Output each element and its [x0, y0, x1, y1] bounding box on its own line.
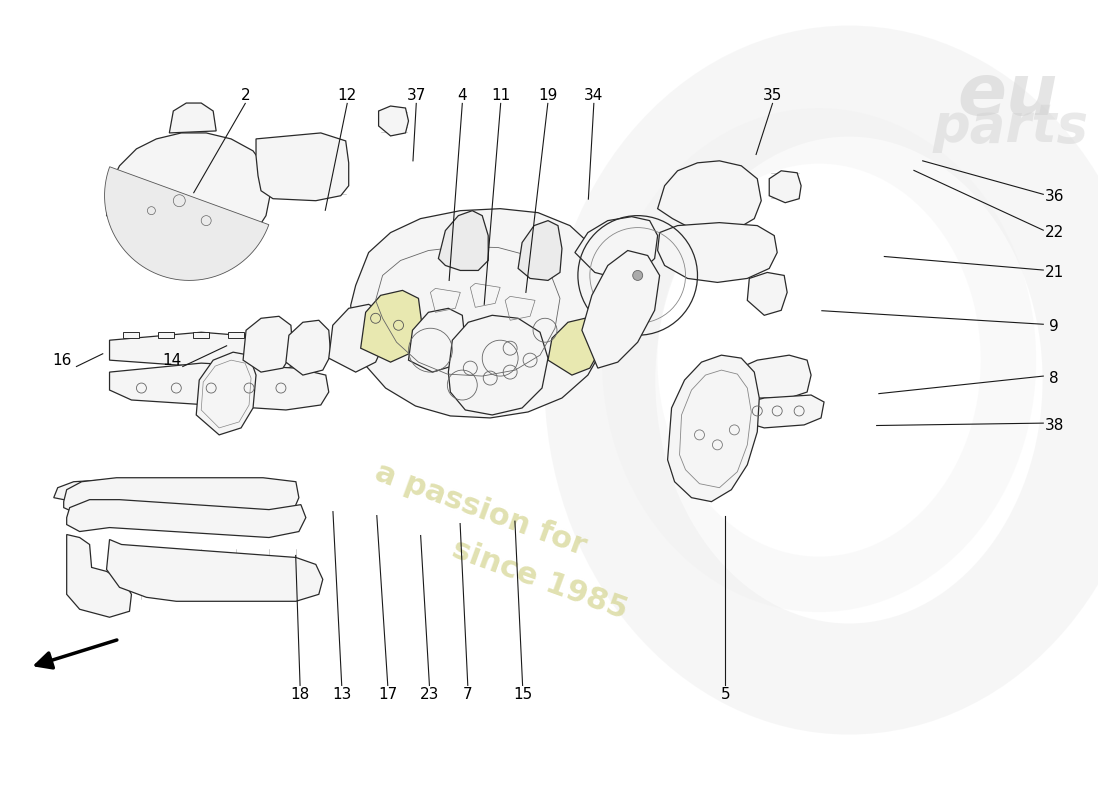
Text: 37: 37 — [407, 88, 426, 103]
Circle shape — [632, 270, 642, 281]
Polygon shape — [518, 221, 562, 281]
Text: 21: 21 — [1045, 265, 1064, 280]
Polygon shape — [169, 103, 217, 133]
Polygon shape — [256, 133, 349, 201]
Text: 11: 11 — [491, 88, 510, 103]
Polygon shape — [351, 209, 612, 418]
Polygon shape — [110, 332, 296, 372]
Polygon shape — [658, 222, 778, 282]
Polygon shape — [378, 106, 408, 136]
Polygon shape — [54, 480, 113, 502]
Polygon shape — [769, 170, 801, 202]
Text: since 1985: since 1985 — [449, 534, 631, 625]
Polygon shape — [158, 332, 174, 338]
Polygon shape — [228, 332, 244, 338]
Text: 14: 14 — [162, 353, 182, 368]
Text: 7: 7 — [463, 687, 473, 702]
Polygon shape — [747, 273, 788, 315]
Polygon shape — [104, 166, 268, 281]
Polygon shape — [548, 318, 600, 375]
Text: eu: eu — [958, 61, 1058, 130]
Text: 8: 8 — [1049, 371, 1059, 386]
Polygon shape — [243, 316, 293, 372]
Polygon shape — [408, 308, 465, 372]
Polygon shape — [658, 161, 761, 233]
Polygon shape — [668, 355, 759, 502]
Polygon shape — [739, 355, 811, 398]
Polygon shape — [107, 539, 322, 602]
Polygon shape — [329, 304, 386, 372]
Polygon shape — [582, 250, 660, 368]
Text: 23: 23 — [420, 687, 439, 702]
Text: 16: 16 — [53, 353, 72, 368]
Text: 17: 17 — [378, 687, 397, 702]
Text: 5: 5 — [720, 687, 730, 702]
Text: 12: 12 — [338, 88, 356, 103]
Text: 36: 36 — [1045, 190, 1064, 204]
Polygon shape — [439, 210, 488, 270]
Text: 13: 13 — [332, 687, 351, 702]
Polygon shape — [67, 500, 306, 538]
Text: a passion for: a passion for — [371, 458, 590, 562]
Text: 2: 2 — [241, 88, 250, 103]
Text: 9: 9 — [1049, 319, 1059, 334]
Polygon shape — [110, 363, 329, 410]
Text: parts: parts — [932, 101, 1088, 153]
Text: 18: 18 — [290, 687, 310, 702]
Text: 22: 22 — [1045, 225, 1064, 240]
Polygon shape — [64, 478, 299, 518]
Polygon shape — [196, 352, 256, 435]
Text: 19: 19 — [538, 88, 558, 103]
Polygon shape — [67, 534, 132, 618]
Polygon shape — [575, 217, 658, 278]
Polygon shape — [107, 133, 271, 253]
Polygon shape — [737, 395, 824, 428]
Text: 15: 15 — [513, 687, 532, 702]
Text: 38: 38 — [1045, 418, 1064, 433]
Polygon shape — [449, 315, 548, 415]
Text: 4: 4 — [458, 88, 468, 103]
Text: 34: 34 — [584, 88, 604, 103]
Text: 35: 35 — [762, 88, 782, 103]
Polygon shape — [286, 320, 331, 375]
Polygon shape — [194, 332, 209, 338]
Polygon shape — [361, 290, 422, 362]
Polygon shape — [123, 332, 140, 338]
